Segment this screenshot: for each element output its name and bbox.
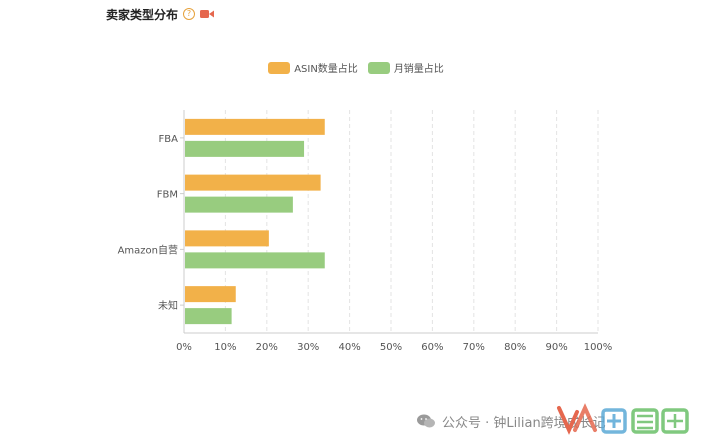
bar-sales[interactable] <box>185 252 325 269</box>
category-label: FBA <box>159 134 179 145</box>
category-label: FBM <box>157 190 178 201</box>
legend-swatch-asin <box>268 61 291 74</box>
legend-label-asin: ASIN数量占比 <box>294 64 358 75</box>
x-tick-label: 80% <box>504 342 526 353</box>
axis-labels: 0% 10% 20% 30% 40% 50% 60% 70% 80% 90% 100% FBA FBM A… <box>118 134 613 353</box>
x-tick-label: 50% <box>380 342 402 353</box>
bar-asin[interactable] <box>185 174 321 191</box>
video-camera-icon[interactable] <box>200 9 215 19</box>
legend-swatch-sales <box>367 61 390 74</box>
legend-item-sales[interactable]: 月销量占比 <box>367 60 444 75</box>
bars <box>185 118 325 325</box>
chart-header: 卖家类型分布 ? <box>106 5 215 23</box>
bar-asin[interactable] <box>185 286 236 303</box>
wechat-icon <box>417 414 435 428</box>
x-tick-label: 90% <box>545 342 567 353</box>
x-tick-label: 100% <box>584 342 613 353</box>
help-icon[interactable]: ? <box>183 8 196 20</box>
x-tick-label: 70% <box>463 342 485 353</box>
bar-sales[interactable] <box>185 196 293 213</box>
legend-label-sales: 月销量占比 <box>393 64 444 75</box>
x-tick-label: 20% <box>256 342 278 353</box>
x-tick-label: 40% <box>338 342 360 353</box>
x-tick-label: 30% <box>297 342 319 353</box>
bar-asin[interactable] <box>185 118 325 135</box>
category-label: Amazon自营 <box>118 243 178 256</box>
bar-asin[interactable] <box>185 230 269 247</box>
x-tick-label: 10% <box>214 342 236 353</box>
bar-sales[interactable] <box>185 140 305 157</box>
category-label: 未知 <box>158 299 178 312</box>
chart-legend: ASIN数量占比 月销量占比 <box>0 60 712 75</box>
brand-logo <box>557 403 689 435</box>
x-tick-label: 0% <box>176 342 192 353</box>
chart-title: 卖家类型分布 <box>106 7 179 22</box>
x-tick-label: 60% <box>421 342 443 353</box>
bar-sales[interactable] <box>185 308 232 325</box>
legend-item-asin[interactable]: ASIN数量占比 <box>268 60 358 75</box>
